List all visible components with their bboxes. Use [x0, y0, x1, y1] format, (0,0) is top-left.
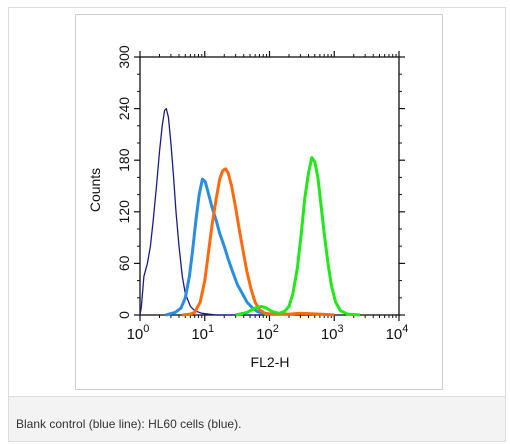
x-tick-exponent: 2 [273, 323, 279, 335]
x-tick-exponent: 1 [208, 323, 214, 335]
histogram-line-3 [182, 167, 335, 317]
x-tick-label: 101 [191, 323, 214, 343]
y-tick-label: 300 [116, 45, 132, 69]
histogram-line-1 [139, 107, 270, 316]
y-tick-label: 60 [116, 255, 132, 271]
x-tick-label: 104 [386, 323, 409, 343]
y-tick-label: 0 [116, 311, 132, 319]
plot-frame [139, 56, 400, 316]
x-tick-exponent: 4 [402, 323, 408, 335]
series-group [139, 107, 361, 317]
caption-bar [8, 396, 506, 442]
y-tick-label: 240 [116, 97, 132, 121]
y-axis-label: Counts [87, 168, 103, 212]
x-tick-exponent: 0 [143, 323, 149, 335]
y-tick-label: 180 [116, 148, 132, 172]
x-tick-exponent: 3 [338, 323, 344, 335]
figure-caption: Blank control (blue line): HL60 cells (b… [16, 417, 242, 431]
x-tick-label: 102 [256, 323, 279, 343]
chart-frame [75, 14, 443, 390]
y-tick-label: 120 [116, 200, 132, 224]
x-tick-label: 103 [321, 323, 344, 343]
histogram-line-4 [235, 156, 361, 317]
x-tick-label: 100 [127, 323, 150, 343]
x-axis-label: FL2-H [251, 354, 290, 370]
